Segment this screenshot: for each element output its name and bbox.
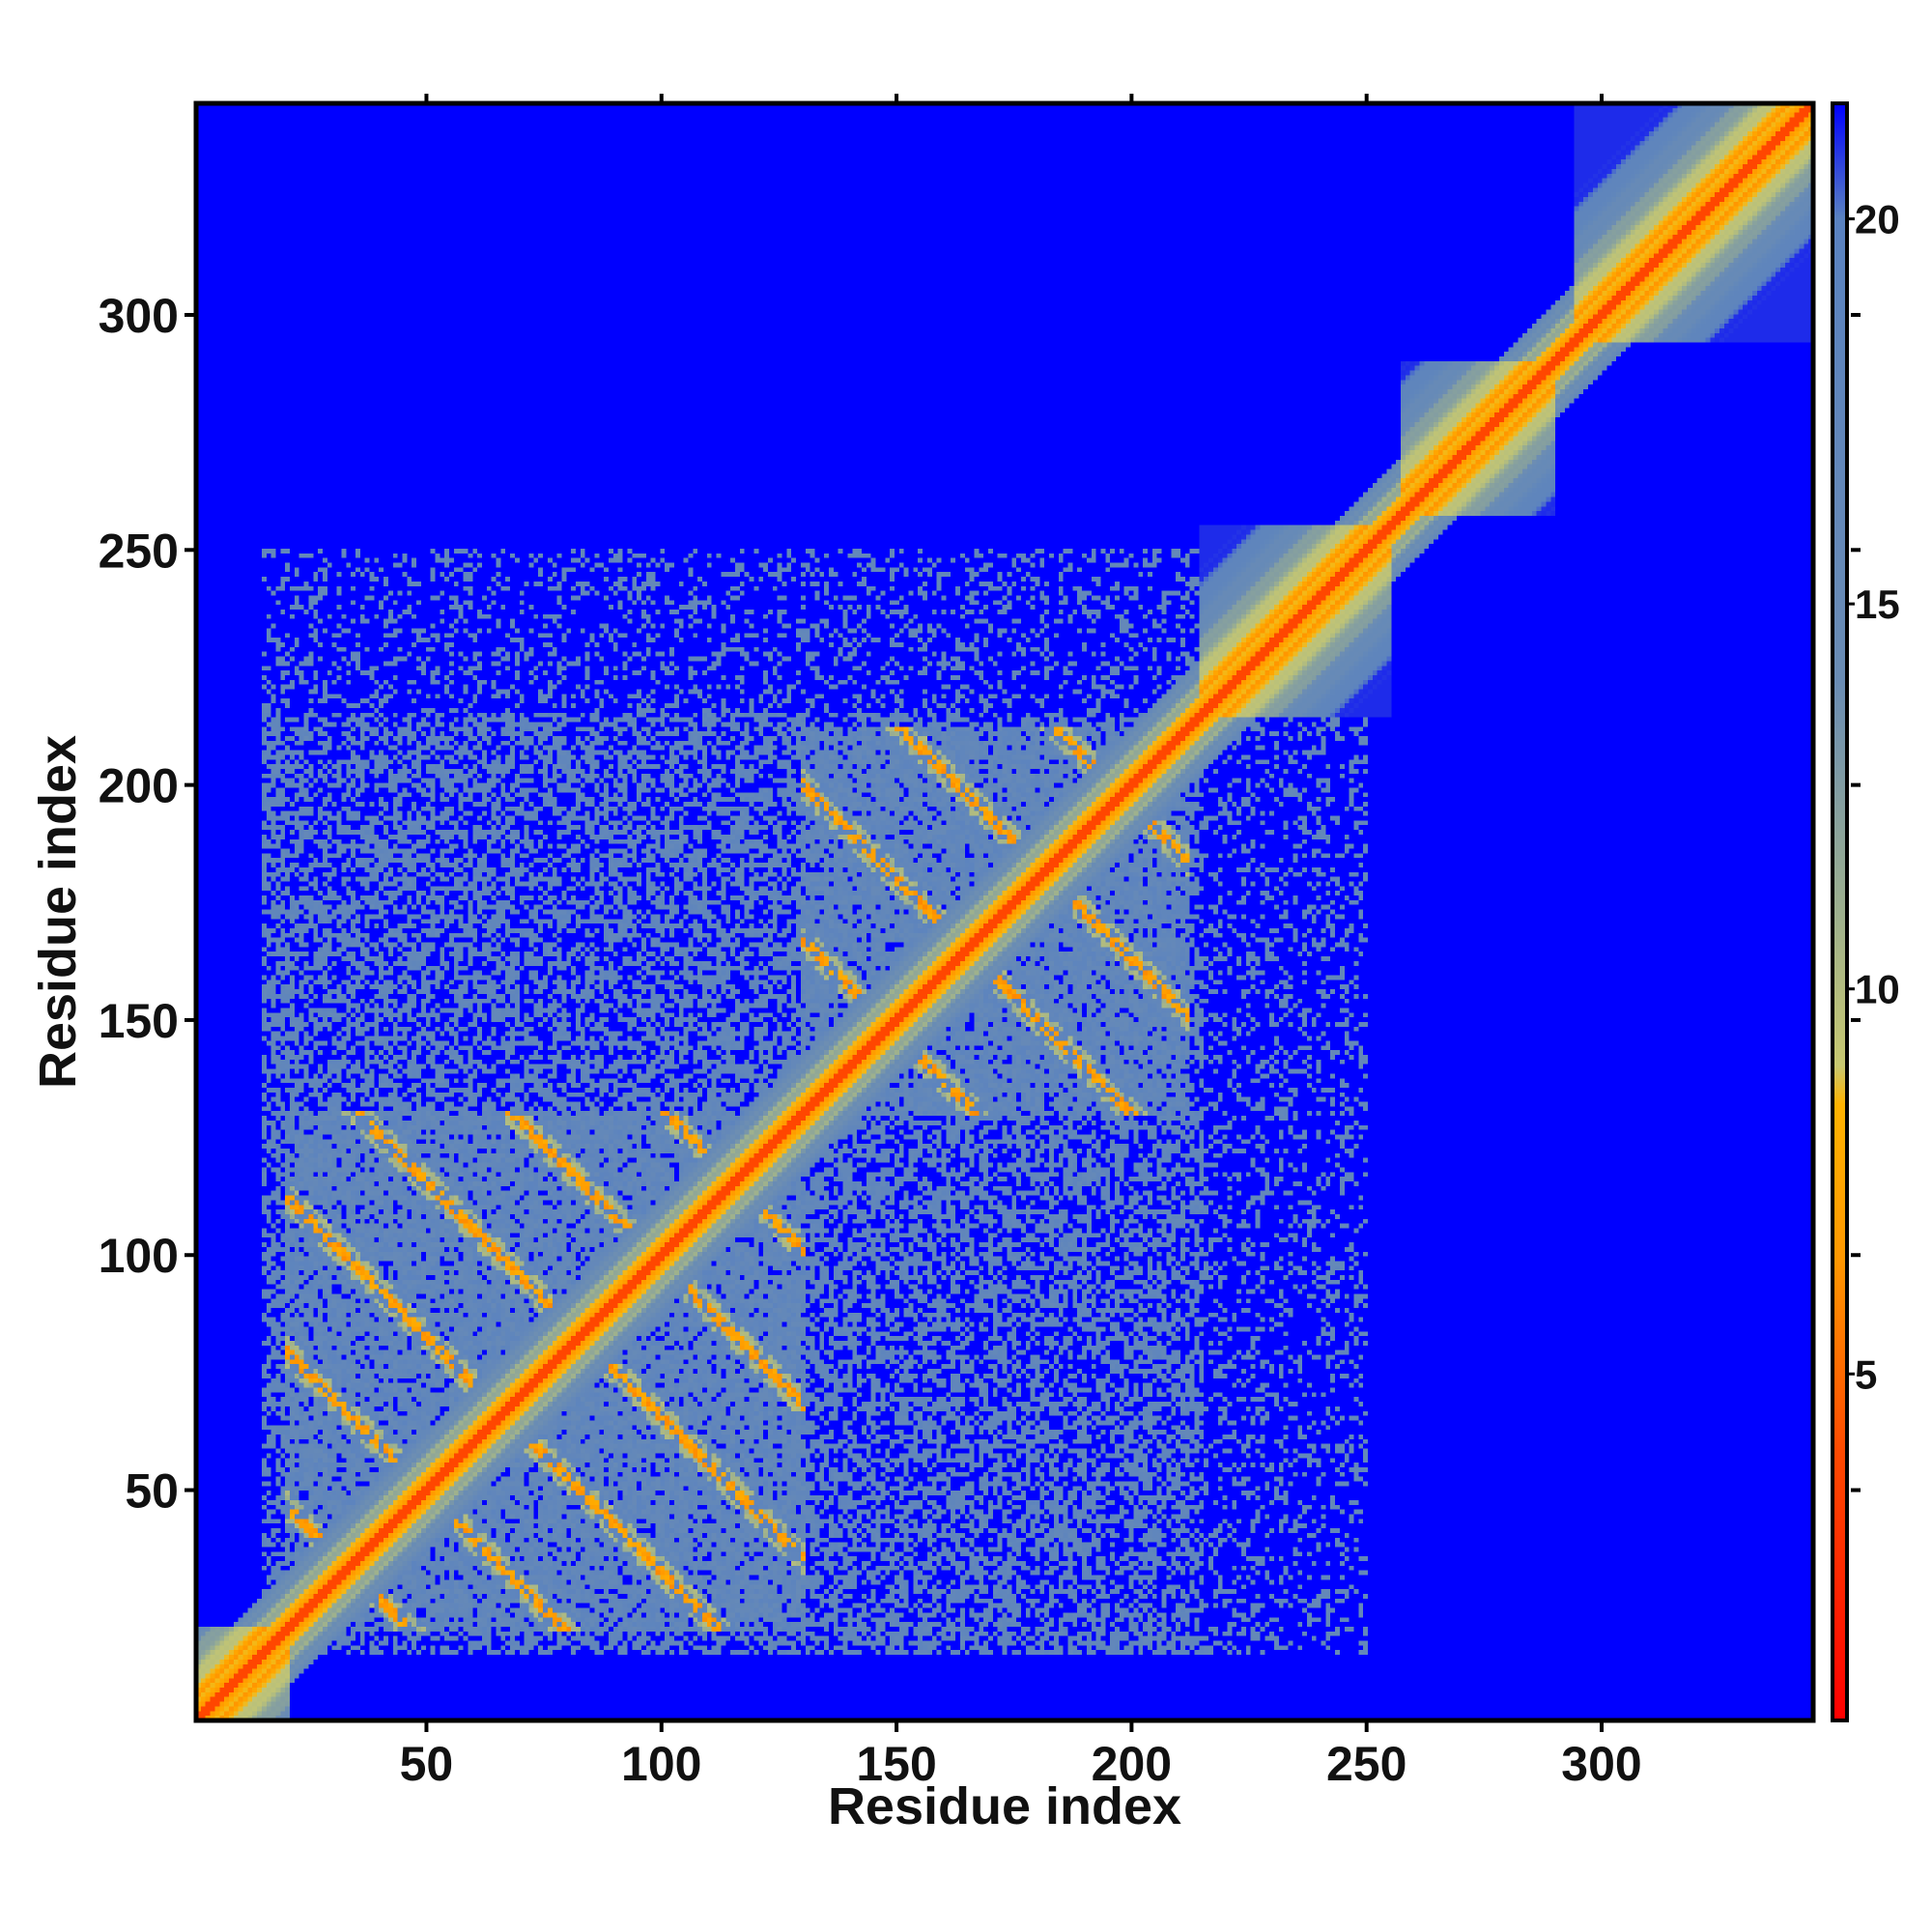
y-tick-label: 250 (99, 524, 179, 578)
right-axis-ticks (1851, 312, 1861, 1492)
colorbar-ticks: 5 10 15 20 (1847, 197, 1900, 1397)
y-axis-label: Residue index (29, 735, 87, 1089)
y-tick-label: 300 (99, 289, 179, 343)
x-tick-label: 300 (1561, 1737, 1641, 1791)
y-tick-label: 100 (99, 1229, 179, 1283)
y-tick-label: 200 (99, 759, 179, 813)
x-tick-label: 150 (856, 1737, 936, 1791)
colorbar (1831, 101, 1849, 1722)
x-tick-label: 200 (1092, 1737, 1172, 1791)
x-tick-label: 100 (621, 1737, 701, 1791)
colorbar-tick-label: 5 (1855, 1351, 1877, 1397)
y-tick-label: 50 (125, 1464, 179, 1519)
colorbar-tick-label: 15 (1855, 582, 1900, 627)
x-axis: 50 100 150 200 250 300 (400, 1720, 1642, 1791)
y-axis: 50 100 150 200 250 300 (99, 289, 196, 1519)
top-axis-ticks (424, 94, 1605, 103)
x-tick-label: 50 (400, 1737, 454, 1791)
y-tick-label: 150 (99, 994, 179, 1048)
x-tick-label: 250 (1326, 1737, 1406, 1791)
x-axis-label: Residue index (828, 1777, 1181, 1835)
colorbar-tick-label: 10 (1855, 967, 1900, 1012)
heatmap-image (196, 103, 1813, 1720)
colorbar-tick-label: 20 (1855, 197, 1900, 242)
plot-frame (193, 100, 1816, 1723)
